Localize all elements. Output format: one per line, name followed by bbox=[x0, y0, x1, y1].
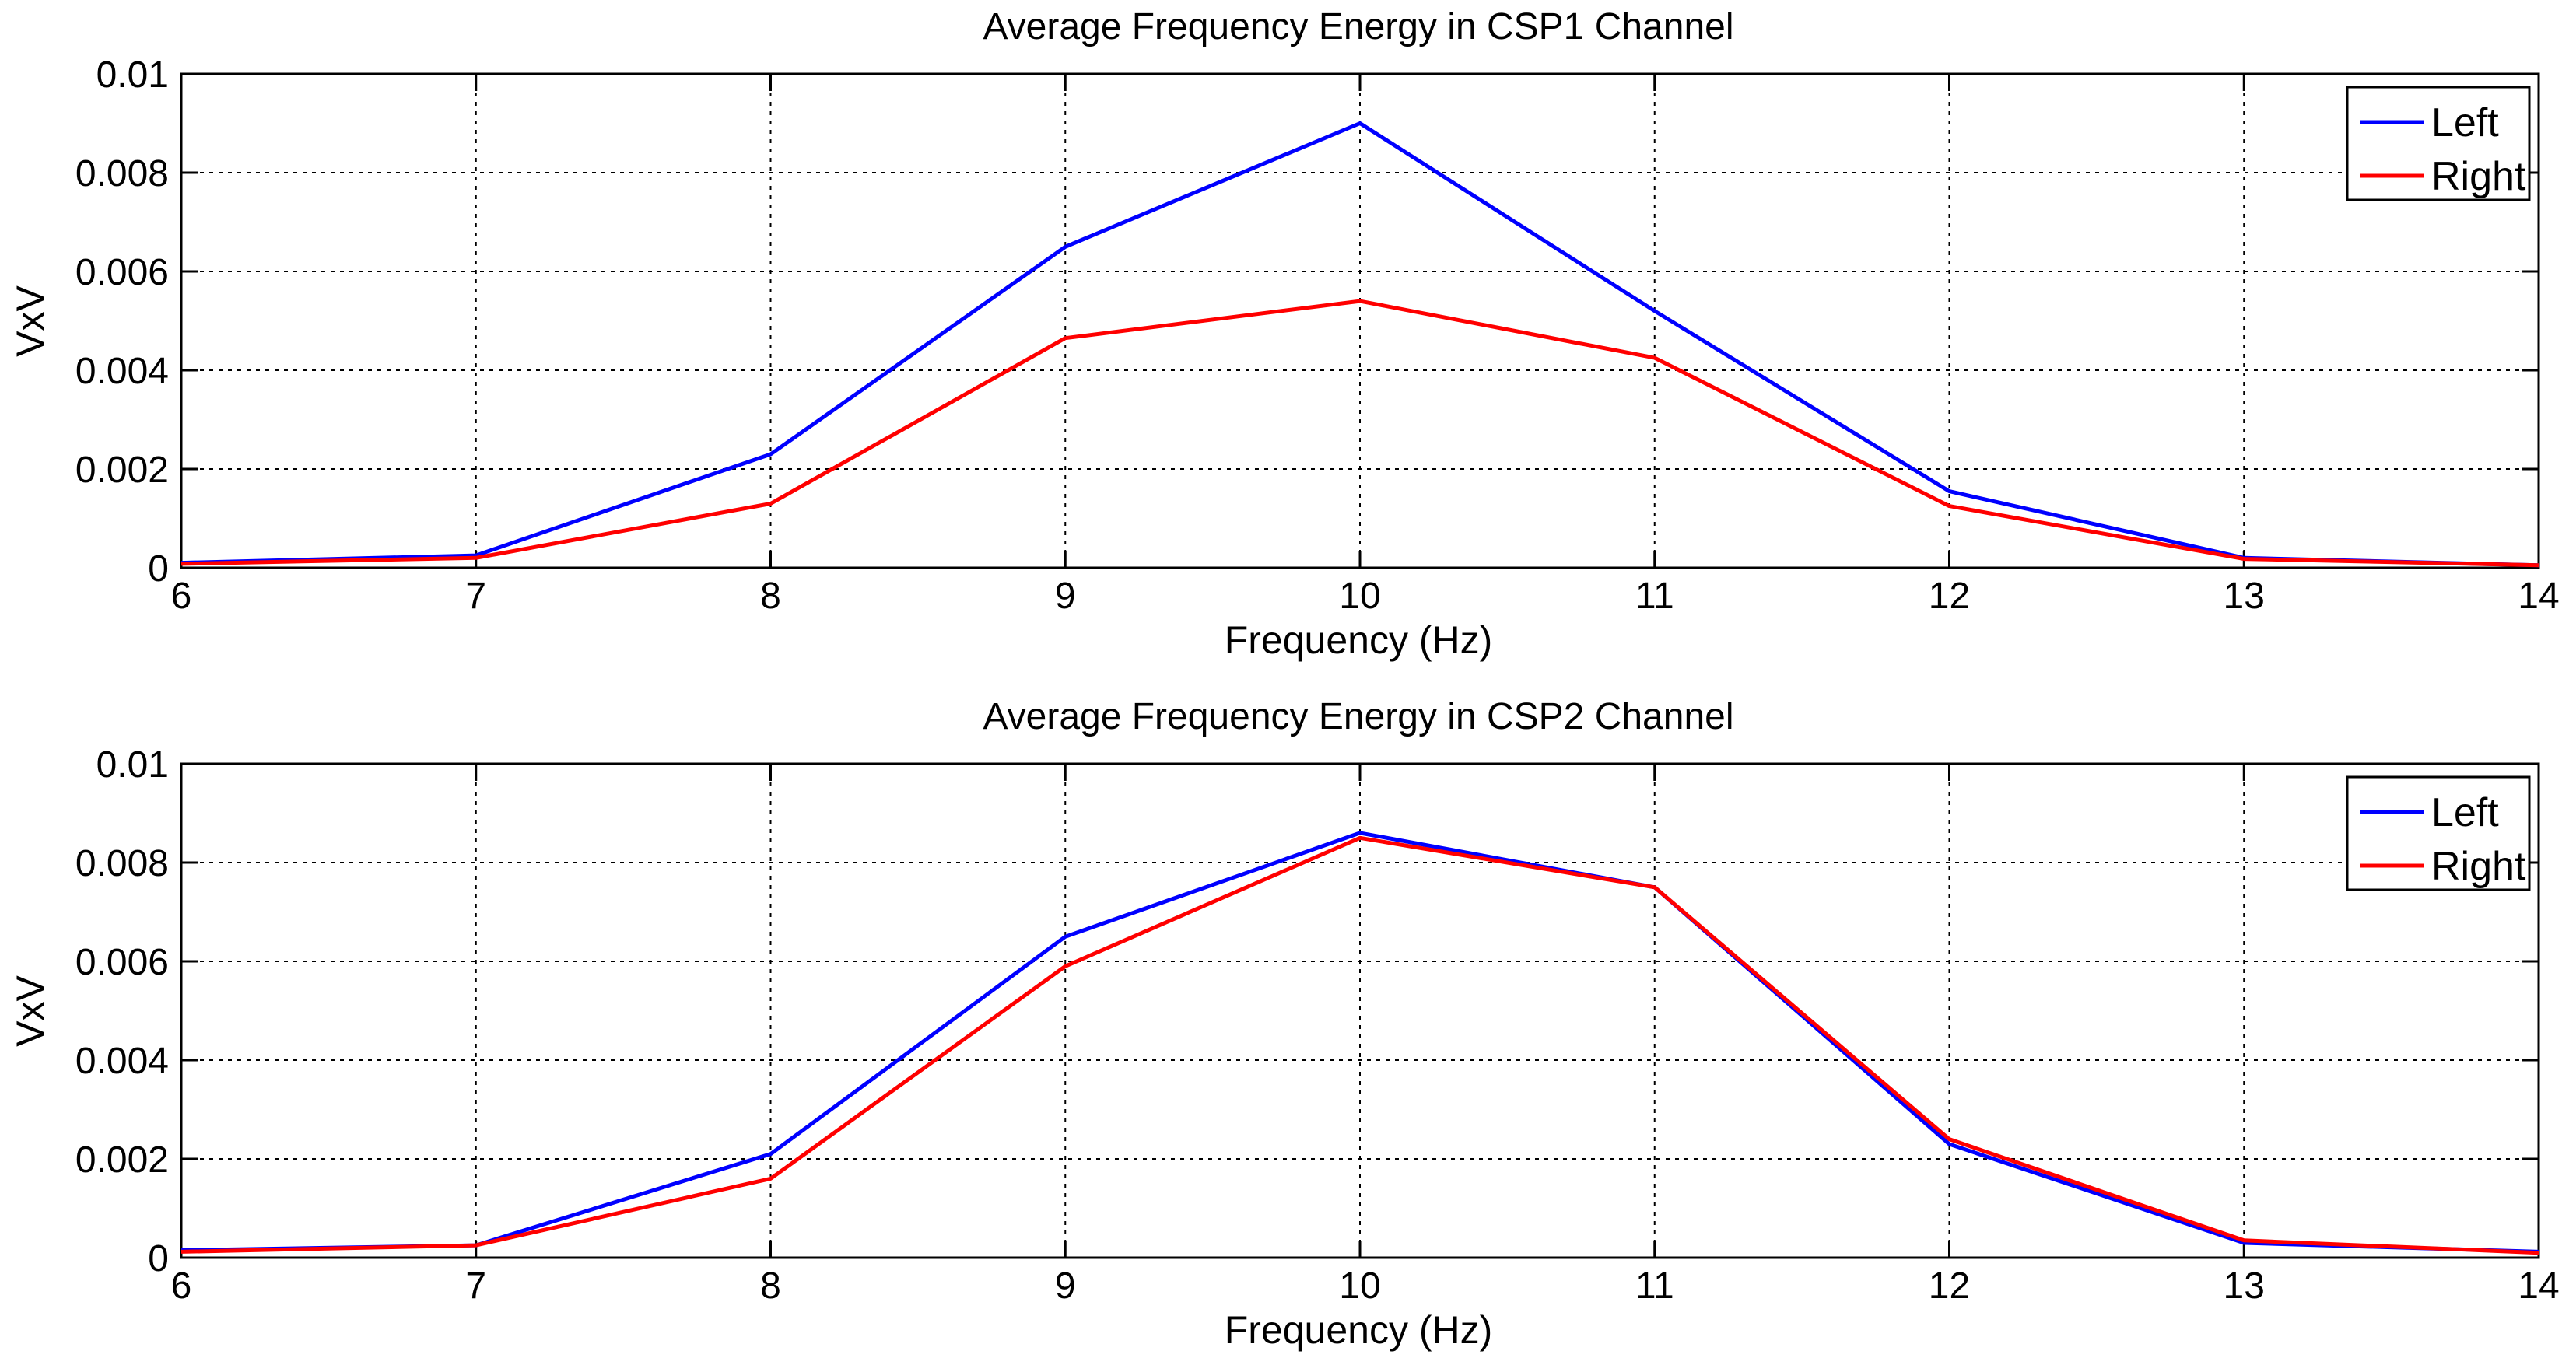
x-tick-label: 12 bbox=[1929, 1265, 1970, 1307]
y-tick-label: 0.008 bbox=[75, 153, 169, 194]
legend: Left Right bbox=[2346, 775, 2531, 891]
legend-box bbox=[2346, 775, 2531, 891]
x-tick-label: 14 bbox=[2518, 576, 2559, 617]
x-tick-label: 7 bbox=[465, 576, 486, 617]
y-tick-label: 0.002 bbox=[75, 1139, 169, 1181]
legend-box bbox=[2346, 86, 2531, 201]
grid bbox=[181, 764, 2539, 1258]
csp1-chart: Average Frequency Energy in CSP1 Channel… bbox=[9, 6, 2560, 662]
y-tick-label: 0.004 bbox=[75, 1041, 169, 1082]
series-group bbox=[180, 831, 2539, 1255]
y-tick-label: 0.01 bbox=[96, 54, 169, 96]
legend: Left Right bbox=[2346, 86, 2531, 201]
x-tick-label: 14 bbox=[2518, 1265, 2559, 1307]
chart-title: Average Frequency Energy in CSP2 Channel bbox=[983, 696, 1733, 737]
chart-title: Average Frequency Energy in CSP1 Channel bbox=[983, 6, 1733, 47]
x-tick-label: 11 bbox=[1635, 1265, 1674, 1307]
ticks: 6 7 8 9 10 11 12 13 14 0 0.002 0.004 0.006 0.008 0.01 bbox=[75, 744, 2560, 1307]
x-tick-label: 9 bbox=[1055, 576, 1076, 617]
x-axis-label: Frequency (Hz) bbox=[1225, 1308, 1493, 1352]
x-tick-label: 7 bbox=[465, 1265, 486, 1307]
y-tick-label: 0 bbox=[148, 1238, 169, 1279]
x-tick-label: 13 bbox=[2224, 1265, 2265, 1307]
ticks: 6 7 8 9 10 11 12 13 14 0 0.002 0.004 0.006 0.008 0.01 bbox=[75, 54, 2560, 617]
x-tick-label: 8 bbox=[760, 1265, 781, 1307]
legend-label-right: Right bbox=[2431, 844, 2526, 889]
y-tick-label: 0.008 bbox=[75, 843, 169, 884]
y-tick-label: 0.01 bbox=[96, 744, 169, 786]
x-tick-label: 12 bbox=[1929, 576, 1970, 617]
x-tick-label: 10 bbox=[1339, 1265, 1380, 1307]
y-tick-label: 0.006 bbox=[75, 252, 169, 293]
series-group bbox=[180, 121, 2539, 568]
x-tick-label: 8 bbox=[760, 576, 781, 617]
x-tick-label: 13 bbox=[2224, 576, 2265, 617]
legend-label-left: Left bbox=[2431, 100, 2499, 145]
y-tick-label: 0.004 bbox=[75, 351, 169, 392]
x-tick-label: 11 bbox=[1635, 576, 1674, 617]
grid bbox=[181, 74, 2539, 568]
plot-area bbox=[180, 72, 2540, 569]
y-tick-label: 0.002 bbox=[75, 450, 169, 491]
y-tick-label: 0 bbox=[148, 548, 169, 590]
y-axis-label: VxV bbox=[9, 975, 52, 1047]
csp2-chart: Average Frequency Energy in CSP2 Channel… bbox=[9, 696, 2560, 1352]
x-tick-label: 10 bbox=[1339, 576, 1380, 617]
x-tick-label: 6 bbox=[171, 576, 192, 617]
legend-label-right: Right bbox=[2431, 154, 2526, 199]
series-line-right bbox=[180, 835, 2539, 1255]
y-tick-label: 0.006 bbox=[75, 942, 169, 983]
y-axis-label: VxV bbox=[9, 285, 52, 357]
legend-label-left: Left bbox=[2431, 790, 2499, 835]
x-axis-label: Frequency (Hz) bbox=[1225, 618, 1493, 662]
x-tick-label: 6 bbox=[171, 1265, 192, 1307]
x-tick-label: 9 bbox=[1055, 1265, 1076, 1307]
